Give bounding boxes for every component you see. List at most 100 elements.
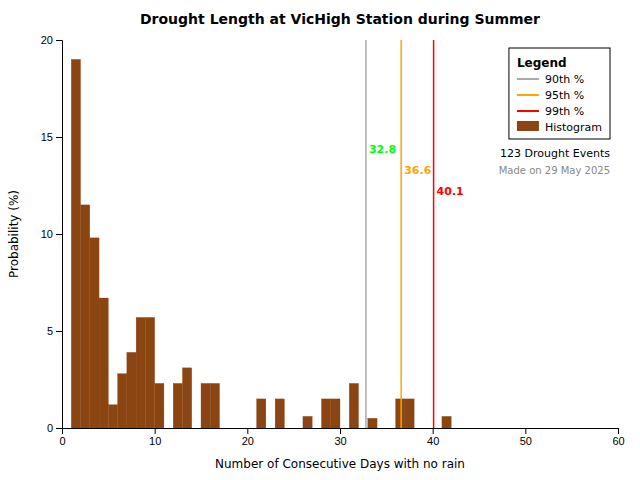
legend-item: 90th % <box>517 73 584 86</box>
histogram-bar <box>127 352 136 428</box>
histogram-bar <box>155 383 164 428</box>
histogram-bar <box>377 428 386 429</box>
tick: 15 <box>41 131 62 143</box>
histogram-bar <box>340 428 349 429</box>
legend-swatch <box>517 121 539 131</box>
legend: Legend90th %95th %99th %Histogram <box>509 48 610 139</box>
histogram-bar <box>220 428 229 429</box>
axis-line <box>56 41 63 429</box>
percentile-line <box>400 40 402 428</box>
tick-label: 30 <box>334 435 346 447</box>
legend-swatch <box>517 110 539 112</box>
tick-label: 20 <box>41 34 53 46</box>
histogram-bar <box>275 399 284 428</box>
histogram <box>71 59 451 428</box>
percentile-labels: 32.8 36.6 40.1 <box>369 143 464 199</box>
axis-line <box>63 429 619 435</box>
tick: 10 <box>149 428 161 447</box>
legend-title: Legend <box>517 56 567 70</box>
tick-mark <box>155 428 156 434</box>
histogram-bar <box>118 374 127 428</box>
histogram-bar <box>201 383 210 428</box>
legend-box <box>509 48 610 139</box>
histogram-bar <box>451 428 460 429</box>
histogram-bar <box>136 317 145 428</box>
annotation: Made on 29 May 2025 <box>499 165 610 176</box>
tick: 30 <box>334 428 346 447</box>
histogram-bar <box>349 383 358 428</box>
histogram-bar <box>257 399 266 428</box>
tick: 0 <box>47 422 62 434</box>
chart: 0 10 20 30 40 50 60 0 5 10 15 20 32.8 36.6 40.1 Legend 9… <box>0 0 640 480</box>
histogram-bar <box>405 399 414 428</box>
tick-mark <box>618 428 619 434</box>
tick: 10 <box>41 228 62 240</box>
histogram-bar <box>229 428 238 429</box>
tick: 0 <box>59 428 65 447</box>
percentile-line <box>433 40 435 428</box>
tick: 20 <box>41 34 62 46</box>
tick-mark <box>56 234 62 235</box>
tick-label: 60 <box>612 435 624 447</box>
tick-mark <box>247 428 248 434</box>
histogram-bar <box>460 428 469 429</box>
plot: 0 10 20 30 40 50 60 0 5 10 15 20 32.8 36.6 40.1 Legend 9… <box>41 34 625 447</box>
tick: 40 <box>427 428 439 447</box>
annotations: 123 Drought Events Made on 29 May 2025 <box>499 147 611 176</box>
histogram-bar <box>192 428 201 429</box>
histogram-bar <box>479 428 488 429</box>
legend-label: Histogram <box>545 121 602 134</box>
tick-mark <box>56 137 62 138</box>
tick-mark <box>56 428 62 429</box>
legend-swatch <box>517 78 539 80</box>
tick-label: 0 <box>59 435 65 447</box>
histogram-bar <box>423 428 432 429</box>
tick: 5 <box>47 325 62 337</box>
percentile-label: 32.8 <box>369 143 396 156</box>
histogram-bar <box>238 428 247 429</box>
histogram-bar <box>71 59 80 428</box>
tick: 60 <box>612 428 624 447</box>
histogram-bar <box>312 428 321 429</box>
histogram-bar <box>386 428 395 429</box>
y-axis-title: Probability (%) <box>7 190 21 278</box>
annotation: 123 Drought Events <box>500 147 610 160</box>
x-axis: 0 10 20 30 40 50 60 <box>59 428 624 447</box>
tick-mark <box>56 331 62 332</box>
tick-label: 10 <box>41 228 53 240</box>
marks <box>71 40 451 428</box>
tick-label: 5 <box>47 325 53 337</box>
tick-mark <box>340 428 341 434</box>
histogram-bar <box>488 428 497 429</box>
histogram-bar <box>498 428 507 429</box>
percentile-line <box>365 40 367 428</box>
histogram-bar <box>210 383 219 428</box>
histogram-bar <box>470 428 479 429</box>
histogram-bar <box>266 428 275 429</box>
tick-mark <box>56 40 62 41</box>
y-axis: 0 5 10 15 20 <box>41 34 63 434</box>
histogram-bar <box>303 416 312 428</box>
legend-item: Histogram <box>517 121 602 134</box>
histogram-bar <box>90 238 99 428</box>
percentile-label: 40.1 <box>437 185 464 198</box>
histogram-bar <box>294 428 303 429</box>
legend-item: 95th % <box>517 89 584 102</box>
tick-label: 50 <box>520 435 532 447</box>
histogram-bar <box>99 298 108 428</box>
legend-label: 90th % <box>545 73 584 86</box>
histogram-bar <box>442 416 451 428</box>
tick-mark <box>433 428 434 434</box>
histogram-bar <box>396 399 405 428</box>
histogram-bar <box>81 205 90 428</box>
histogram-bar <box>182 368 191 428</box>
tick-label: 15 <box>41 131 53 143</box>
tick-label: 0 <box>47 422 53 434</box>
tick: 20 <box>242 428 254 447</box>
x-axis-title: Number of Consecutive Days with no rain <box>215 457 465 471</box>
histogram-bar <box>516 428 525 429</box>
histogram-bar <box>507 428 516 429</box>
histogram-bar <box>145 317 154 428</box>
percentile-label: 36.6 <box>404 164 431 177</box>
tick-label: 20 <box>242 435 254 447</box>
